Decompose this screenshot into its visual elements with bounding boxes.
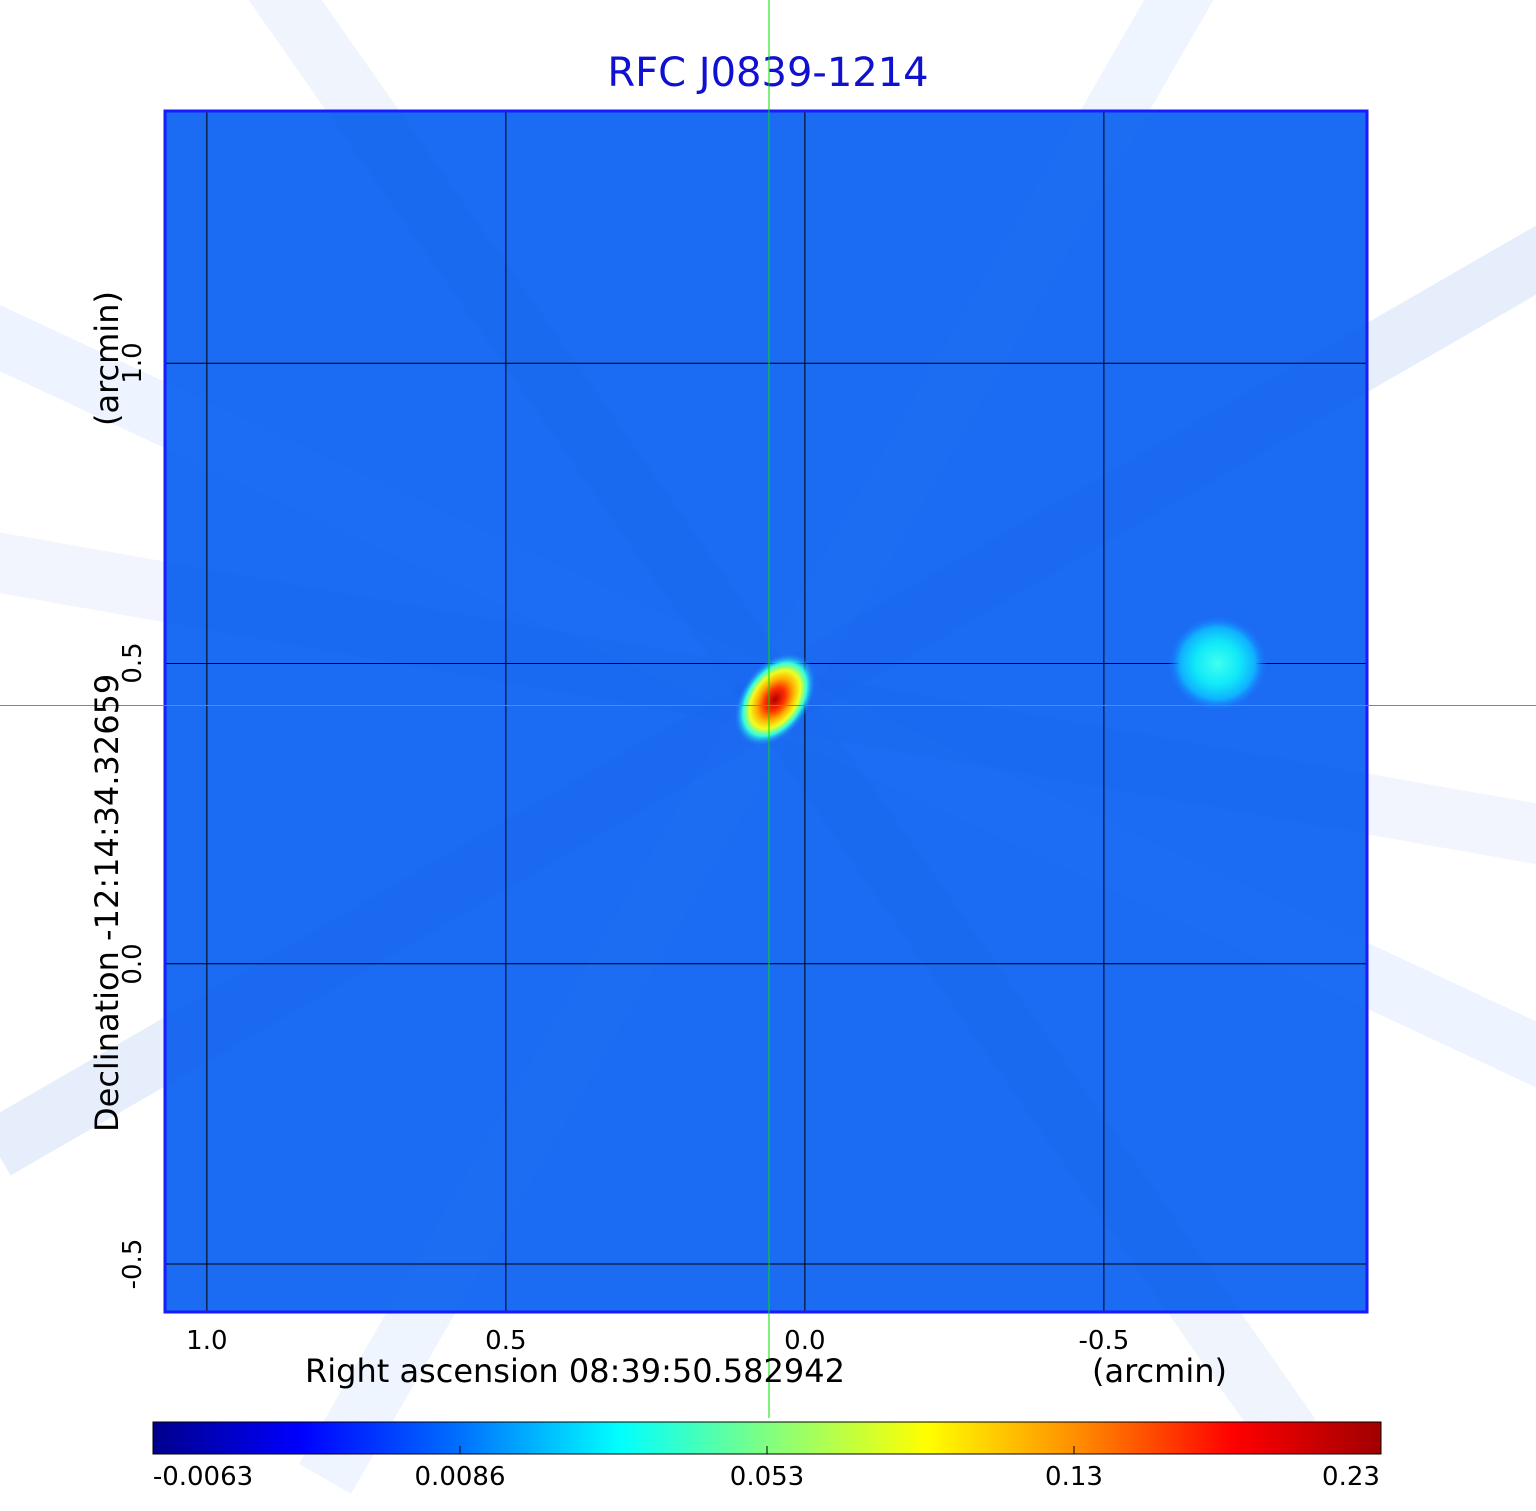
y-tick-label: -0.5 [118,1238,148,1290]
colorbar-tick-label: 0.23 [1322,1462,1380,1492]
x-tick-label: 0.5 [485,1326,527,1356]
colorbar-tick-label: -0.0063 [152,1462,254,1492]
y-tick-label: 1.0 [118,342,148,384]
x-axis-label: Right ascension 08:39:50.582942 [305,1352,845,1390]
chart-title: RFC J0839-1214 [607,50,929,96]
source-secondary [1167,615,1268,712]
colorbar-tick-label: 0.13 [1045,1462,1103,1492]
x-tick-label: 0.0 [784,1326,826,1356]
y-tick-label: 0.5 [118,642,148,685]
x-axis-unit: (arcmin) [1092,1352,1227,1390]
colorbar-tick-label: 0.053 [729,1462,805,1492]
colorbar-tick-label: 0.0086 [414,1462,506,1492]
y-tick-label: 0.0 [118,943,148,985]
x-tick-label: 1.0 [186,1326,228,1356]
x-tick-label: -0.5 [1078,1326,1130,1356]
source-core [734,652,816,747]
plot-frame [163,109,1369,1314]
y-axis-label: Declination -12:14:34.32659 [88,673,126,1132]
